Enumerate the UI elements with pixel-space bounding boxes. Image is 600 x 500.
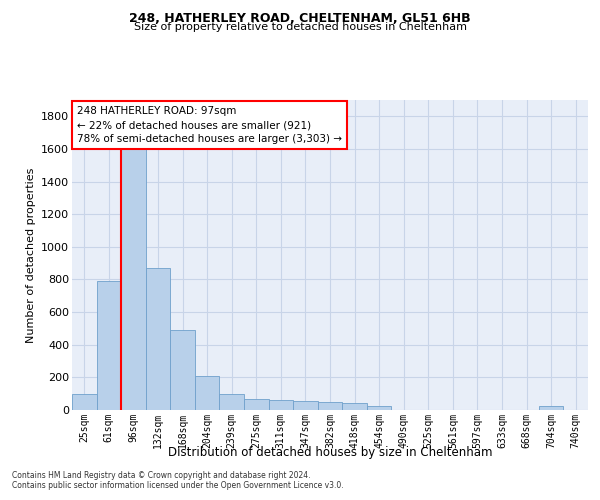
Bar: [121, 142, 146, 410]
Bar: [195, 376, 220, 410]
Bar: [269, 400, 293, 410]
Text: Distribution of detached houses by size in Cheltenham: Distribution of detached houses by size …: [168, 446, 492, 459]
Text: Contains HM Land Registry data © Crown copyright and database right 2024.: Contains HM Land Registry data © Crown c…: [12, 471, 311, 480]
Bar: [97, 281, 121, 410]
Bar: [293, 401, 318, 410]
Bar: [342, 402, 367, 410]
Bar: [367, 406, 391, 410]
Text: 248 HATHERLEY ROAD: 97sqm
← 22% of detached houses are smaller (921)
78% of semi: 248 HATHERLEY ROAD: 97sqm ← 22% of detac…: [77, 106, 342, 144]
Bar: [220, 394, 244, 410]
Bar: [170, 330, 195, 410]
Bar: [244, 398, 269, 410]
Text: Size of property relative to detached houses in Cheltenham: Size of property relative to detached ho…: [133, 22, 467, 32]
Y-axis label: Number of detached properties: Number of detached properties: [26, 168, 35, 342]
Bar: [72, 394, 97, 410]
Bar: [146, 268, 170, 410]
Bar: [318, 402, 342, 410]
Text: Contains public sector information licensed under the Open Government Licence v3: Contains public sector information licen…: [12, 481, 344, 490]
Text: 248, HATHERLEY ROAD, CHELTENHAM, GL51 6HB: 248, HATHERLEY ROAD, CHELTENHAM, GL51 6H…: [129, 12, 471, 26]
Bar: [539, 406, 563, 410]
